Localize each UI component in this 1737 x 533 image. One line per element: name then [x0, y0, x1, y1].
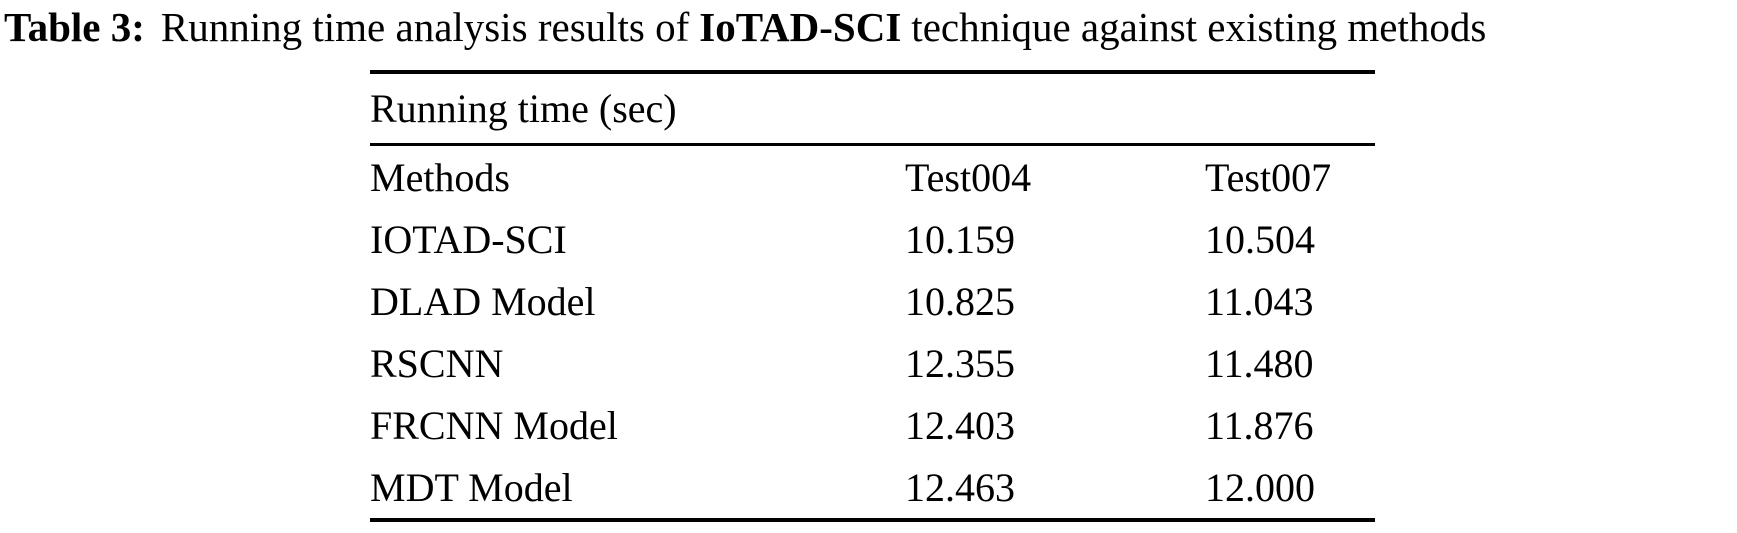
table-row: MDT Model 12.463 12.000	[370, 456, 1375, 520]
test004-cell: 10.825	[905, 278, 1015, 324]
method-cell: DLAD Model	[370, 278, 596, 324]
test007-cell: 11.043	[1205, 278, 1314, 324]
col-header-methods: Methods	[370, 154, 510, 200]
caption-label: Table 3:	[4, 4, 145, 50]
group-header-row: Running time (sec)	[370, 72, 1375, 146]
method-cell: FRCNN Model	[370, 402, 618, 448]
running-time-table-container: Running time (sec) Methods Test004 Test0…	[370, 70, 1375, 522]
method-cell: MDT Model	[370, 464, 573, 510]
caption-text-before: Running time analysis results of	[160, 4, 690, 50]
test007-cell: 12.000	[1205, 464, 1315, 510]
caption-technique-name: IoTAD-SCI	[699, 4, 902, 50]
caption-text-after: technique against existing methods	[911, 4, 1487, 50]
test007-cell: 11.876	[1205, 402, 1314, 448]
col-header-test004: Test004	[905, 154, 1032, 200]
group-header: Running time (sec)	[370, 72, 1375, 146]
method-cell: RSCNN	[370, 340, 504, 386]
column-header-row: Methods Test004 Test007	[370, 145, 1375, 209]
test004-cell: 12.403	[905, 402, 1015, 448]
test004-cell: 10.159	[905, 216, 1015, 262]
method-cell: IOTAD-SCI	[370, 216, 567, 262]
col-header-test007: Test007	[1205, 154, 1332, 200]
test004-cell: 12.355	[905, 340, 1015, 386]
table-row: FRCNN Model 12.403 11.876	[370, 394, 1375, 456]
test007-cell: 10.504	[1205, 216, 1315, 262]
table-row: DLAD Model 10.825 11.043	[370, 270, 1375, 332]
table-caption: Table 3: Running time analysis results of…	[4, 2, 1486, 52]
table-row: RSCNN 12.355 11.480	[370, 332, 1375, 394]
table-row: IOTAD-SCI 10.159 10.504	[370, 208, 1375, 270]
running-time-table: Running time (sec) Methods Test004 Test0…	[370, 70, 1375, 522]
test004-cell: 12.463	[905, 464, 1015, 510]
test007-cell: 11.480	[1205, 340, 1314, 386]
